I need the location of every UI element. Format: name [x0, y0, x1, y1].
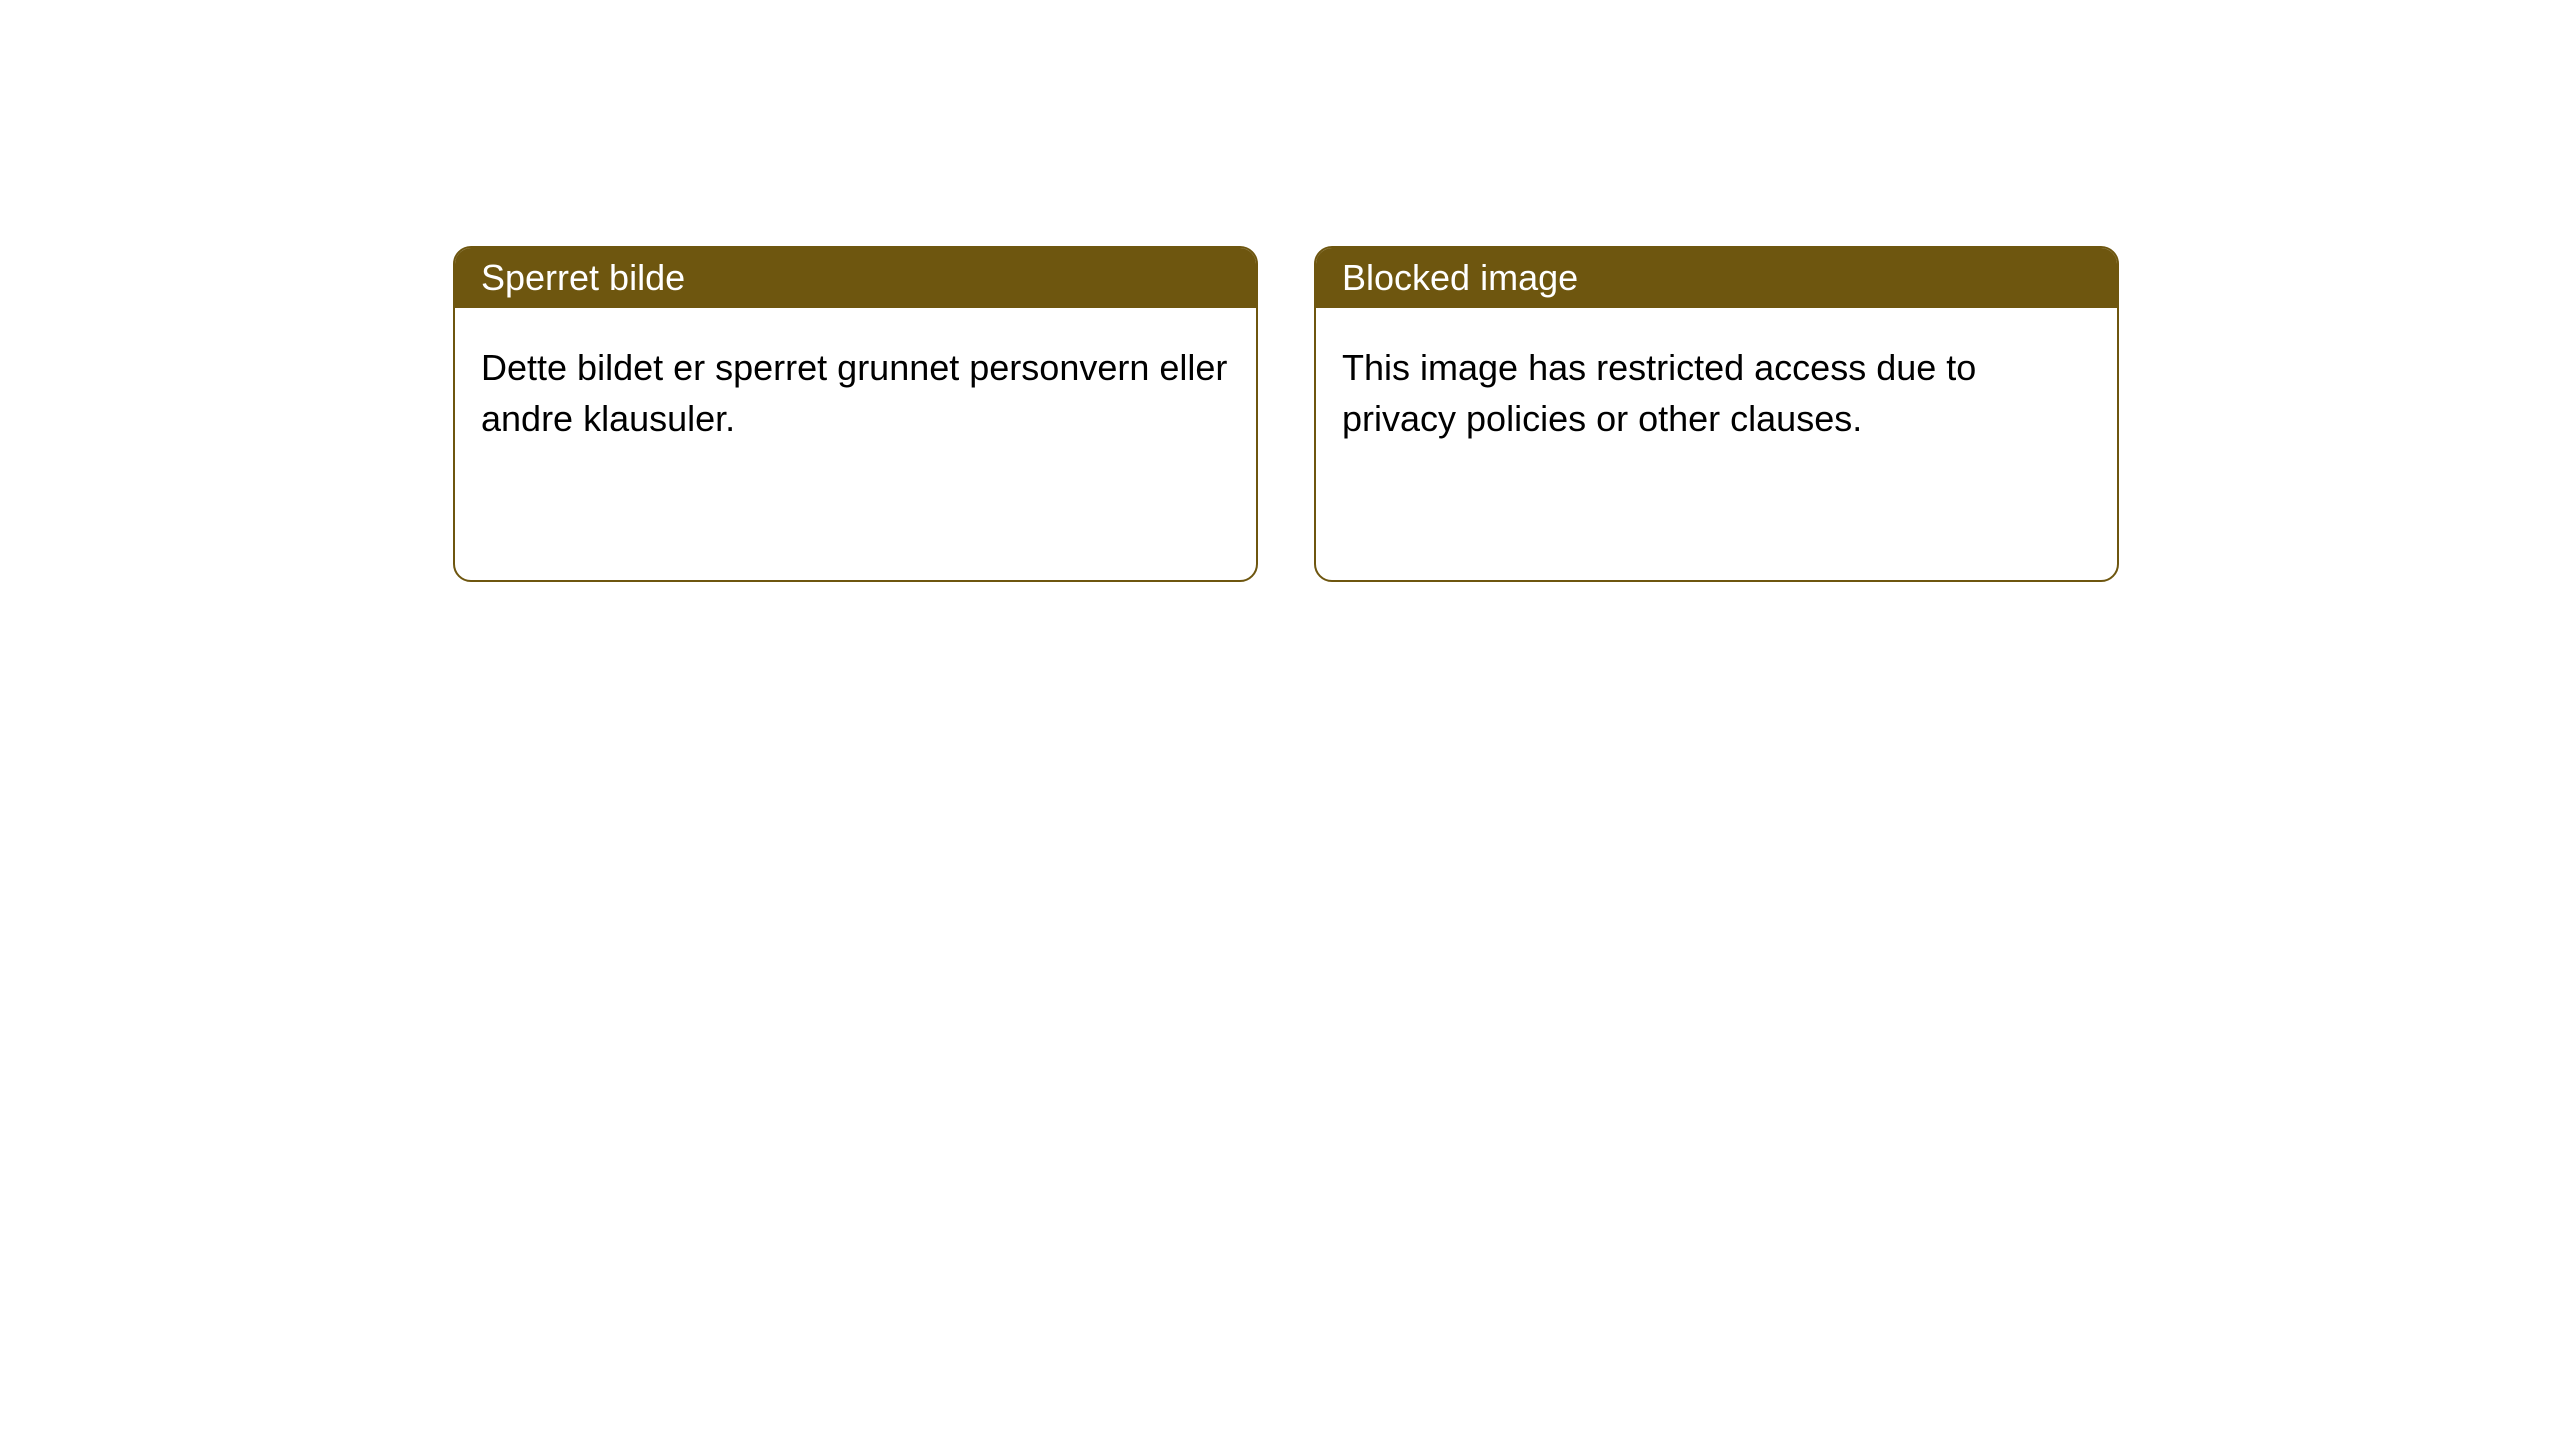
notice-title-english: Blocked image	[1342, 257, 1578, 299]
notice-body-norwegian: Dette bildet er sperret grunnet personve…	[455, 308, 1256, 478]
notice-cards-container: Sperret bilde Dette bildet er sperret gr…	[0, 0, 2560, 582]
notice-text-norwegian: Dette bildet er sperret grunnet personve…	[481, 347, 1227, 439]
notice-header-english: Blocked image	[1316, 248, 2117, 308]
notice-card-english: Blocked image This image has restricted …	[1314, 246, 2119, 582]
notice-body-english: This image has restricted access due to …	[1316, 308, 2117, 478]
notice-card-norwegian: Sperret bilde Dette bildet er sperret gr…	[453, 246, 1258, 582]
notice-title-norwegian: Sperret bilde	[481, 257, 685, 299]
notice-header-norwegian: Sperret bilde	[455, 248, 1256, 308]
notice-text-english: This image has restricted access due to …	[1342, 347, 1976, 439]
